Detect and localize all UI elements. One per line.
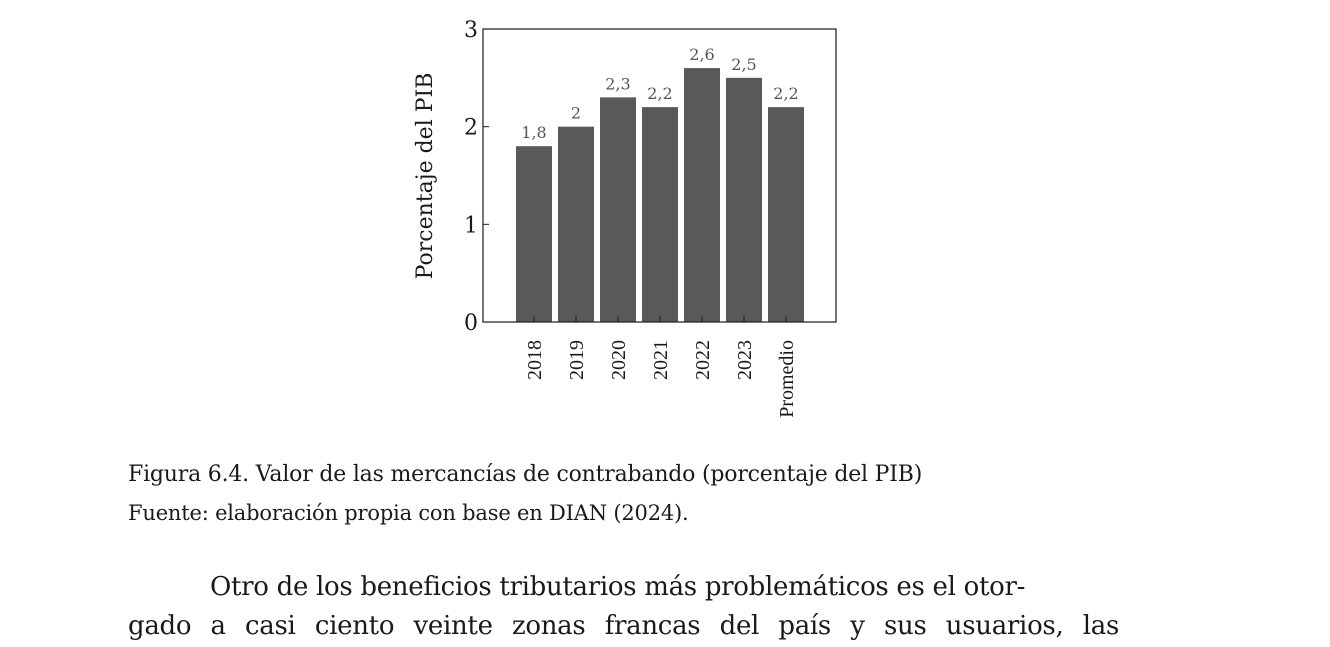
bar-value-label: 1,8 [521, 123, 546, 142]
y-tick-label: 0 [464, 311, 478, 336]
x-tick-label: 2018 [524, 340, 546, 380]
bars-group [516, 68, 804, 323]
y-axis-label: Porcentaje del PIB [413, 73, 438, 280]
figure-caption: Figura 6.4. Valor de las mercancías de c… [128, 462, 923, 487]
y-tick-label: 2 [464, 116, 478, 141]
bar [600, 97, 636, 322]
x-tick-label: 2021 [650, 340, 672, 380]
x-tick-label: Promedio [776, 340, 798, 418]
bar-value-label: 2,6 [689, 45, 714, 64]
x-axis: 2018 2019 2020 2021 2022 2023 Promedio [524, 316, 798, 418]
bar [684, 68, 720, 322]
bar-value-label: 2,3 [605, 74, 630, 93]
y-axis: 0 1 2 3 [464, 18, 489, 336]
bar-value-label: 2,5 [731, 55, 756, 74]
bar [768, 107, 804, 322]
bar-value-label: 2,2 [773, 84, 798, 103]
y-tick-label: 1 [464, 213, 478, 238]
x-tick-label: 2020 [608, 340, 630, 380]
x-tick-label: 2023 [734, 340, 756, 380]
x-tick-label: 2022 [692, 340, 714, 380]
paragraph-line-2: gado a casi ciento veinte zonas francas … [128, 611, 1119, 641]
figure-source: Fuente: elaboración propia con base en D… [128, 501, 689, 525]
bar [642, 107, 678, 322]
bar-value-label: 2 [571, 104, 581, 123]
y-tick-label: 3 [464, 18, 478, 43]
x-tick-label: 2019 [566, 340, 588, 380]
bar-value-label: 2,2 [647, 84, 672, 103]
paragraph-line-1: Otro de los beneficios tributarios más p… [210, 572, 1026, 602]
bar [558, 126, 594, 323]
bar-chart: 1,8 2 2,3 2,2 2,6 2,5 2,2 0 1 2 3 2018 2019 2020 202… [413, 18, 837, 418]
bar [726, 77, 762, 322]
value-labels-group: 1,8 2 2,3 2,2 2,6 2,5 2,2 [521, 45, 798, 142]
bar [516, 146, 552, 322]
